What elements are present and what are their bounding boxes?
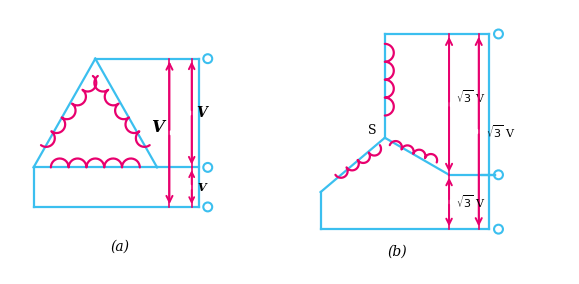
Text: $\sqrt{3}$ V: $\sqrt{3}$ V	[456, 89, 486, 105]
Text: $\sqrt{3}$ V: $\sqrt{3}$ V	[456, 194, 486, 210]
Text: V: V	[151, 119, 163, 136]
Text: $\sqrt{3}$ V: $\sqrt{3}$ V	[486, 123, 516, 140]
Text: S: S	[368, 124, 377, 137]
Text: V: V	[196, 106, 207, 120]
Text: (a): (a)	[111, 239, 130, 253]
Text: (b): (b)	[387, 245, 407, 258]
Text: V: V	[197, 182, 206, 193]
